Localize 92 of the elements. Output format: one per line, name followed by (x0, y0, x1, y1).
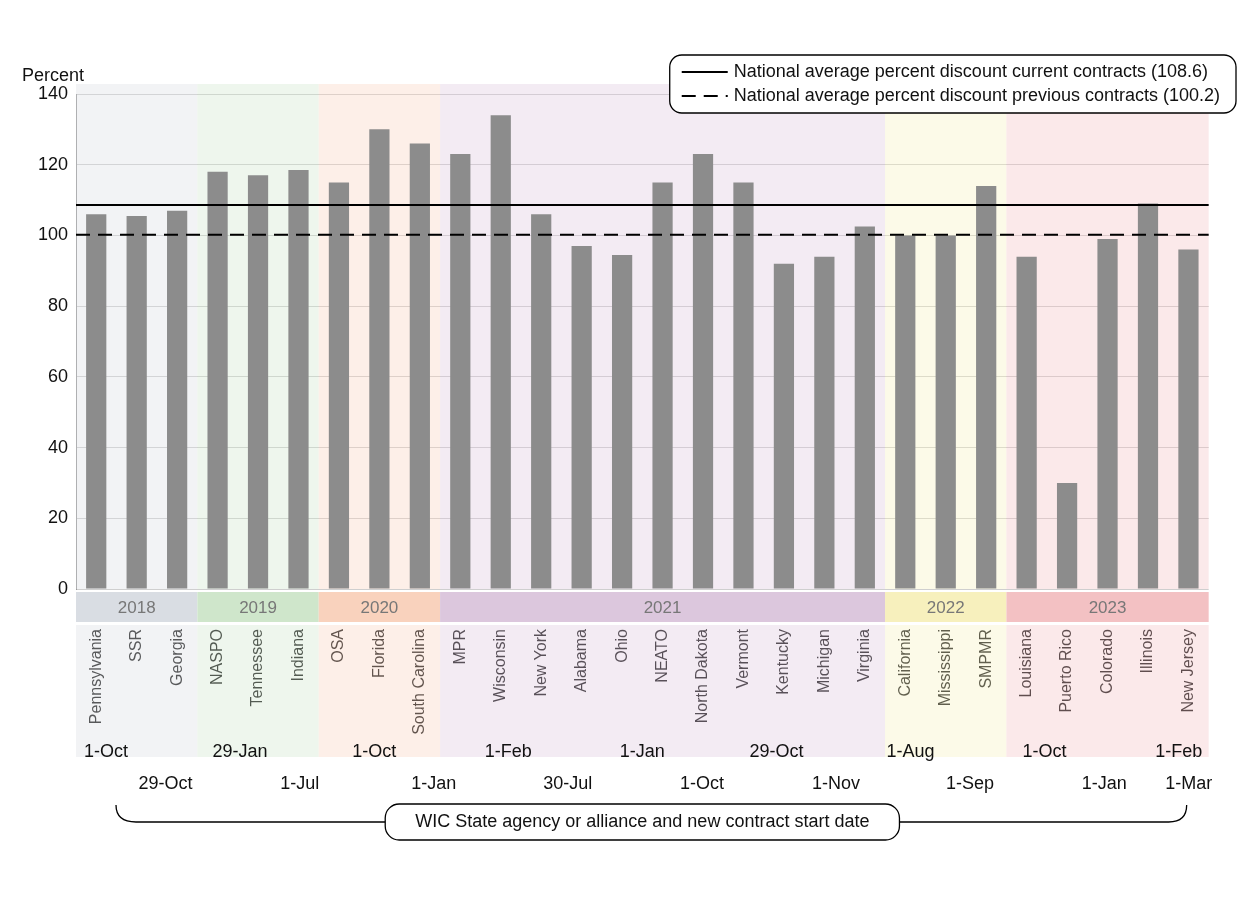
bar (409, 143, 430, 589)
y-tick-label: 140 (37, 82, 68, 103)
x-tick-label: California (895, 628, 913, 697)
bar (895, 235, 916, 589)
band-label: 2023 (1088, 597, 1127, 617)
x-tick-label: Illinois (1138, 629, 1156, 674)
text: 1-Aug (886, 740, 935, 761)
text: 1-Feb (484, 740, 532, 761)
x-tick-label: Mississippi (936, 629, 954, 707)
legend-label: National average percent discount current contracts (108.6) (733, 60, 1208, 81)
x-tick-label: Tennessee (248, 628, 266, 707)
x-tick-label: Colorado (1097, 628, 1115, 694)
text: 1-Jan (411, 772, 457, 793)
x-tick-label: Wisconsin (491, 629, 509, 702)
text: 1-Feb (1155, 740, 1203, 761)
x-tick-label: New Jersey (1178, 629, 1196, 713)
x-tick-label: South Carolina (410, 628, 428, 735)
x-tick-label: Ohio (612, 628, 630, 663)
x-tick-label: Virginia (855, 628, 873, 683)
bar (167, 210, 188, 589)
text: 1-Oct (83, 740, 129, 761)
x-tick-label: Alabama (572, 628, 590, 693)
y-tick-label: 100 (37, 224, 68, 245)
x-tick-label: Florida (369, 628, 387, 678)
x-tick-label: Pennsylvania (86, 628, 104, 725)
bar (976, 185, 997, 589)
text: 1-Jul (280, 772, 320, 793)
bar (328, 182, 350, 589)
bar (571, 246, 592, 589)
bar (369, 129, 390, 589)
band-label: 2019 (239, 597, 277, 617)
text: 1-Jan (1081, 772, 1127, 793)
bar (814, 256, 835, 589)
x-tick-label: Michigan (814, 629, 832, 694)
text: 1-Oct (1022, 740, 1067, 761)
text: 1-Nov (812, 772, 861, 793)
bar (1016, 256, 1037, 589)
text: 1-Jan (619, 740, 665, 761)
x-tick-label: Georgia (167, 628, 185, 686)
x-tick-label: SMPMR (976, 629, 994, 689)
bar (86, 214, 107, 589)
text: 30-Jul (543, 772, 593, 793)
bar (247, 175, 269, 589)
text: 1-Oct (679, 772, 724, 793)
bar (733, 182, 754, 589)
y-tick-label: 120 (37, 153, 68, 174)
band-label: 2021 (643, 597, 682, 617)
bar (531, 214, 552, 589)
x-tick-label: OSA (329, 628, 347, 663)
bar (1097, 238, 1118, 589)
y-axis-title: Percent (22, 64, 85, 85)
y-tick-label: 0 (57, 577, 68, 598)
x-tick-label: Puerto Rico (1057, 628, 1075, 713)
text: 1-Sep (946, 772, 995, 793)
text: 29-Oct (749, 740, 804, 761)
x-tick-label: North Dakota (693, 628, 711, 724)
bar (612, 254, 633, 589)
band-label: 2022 (926, 597, 965, 617)
band-label: 2020 (360, 597, 399, 617)
band-label: 2018 (117, 597, 156, 617)
x-tick-label: Kentucky (774, 629, 792, 695)
text: 29-Jan (212, 740, 268, 761)
x-tick-label: NEATO (652, 629, 670, 683)
y-tick-label: 60 (47, 365, 68, 386)
bar (1056, 482, 1078, 589)
bar (652, 182, 673, 589)
x-tick-label: MPR (450, 629, 468, 665)
bar (1178, 249, 1199, 589)
x-tick-label: Indiana (288, 628, 306, 682)
y-tick-label: 40 (47, 436, 68, 457)
x-tick-label: New York (531, 628, 549, 697)
x-axis-title: WIC State agency or alliance and new contract start date (415, 810, 870, 831)
x-tick-label: Vermont (733, 628, 751, 689)
bar (490, 115, 511, 589)
bar (450, 154, 471, 589)
text: 1-Oct (352, 740, 397, 761)
x-tick-label: Louisiana (1017, 628, 1035, 698)
bar (692, 154, 714, 589)
legend-label: National average percent discount previous contracts (100.2) (733, 84, 1221, 105)
x-tick-label: SSR (127, 629, 145, 662)
x-tick-label: NASPO (207, 629, 225, 686)
y-tick-label: 20 (47, 507, 68, 528)
bar (126, 215, 147, 589)
bar (935, 235, 956, 589)
text: 1-Mar (1165, 772, 1213, 793)
text: 29-Oct (138, 772, 193, 793)
bar (207, 171, 228, 589)
bar (773, 263, 795, 589)
bar (1137, 203, 1159, 589)
y-tick-label: 80 (47, 295, 68, 316)
bar (288, 170, 309, 589)
bar (854, 226, 875, 589)
